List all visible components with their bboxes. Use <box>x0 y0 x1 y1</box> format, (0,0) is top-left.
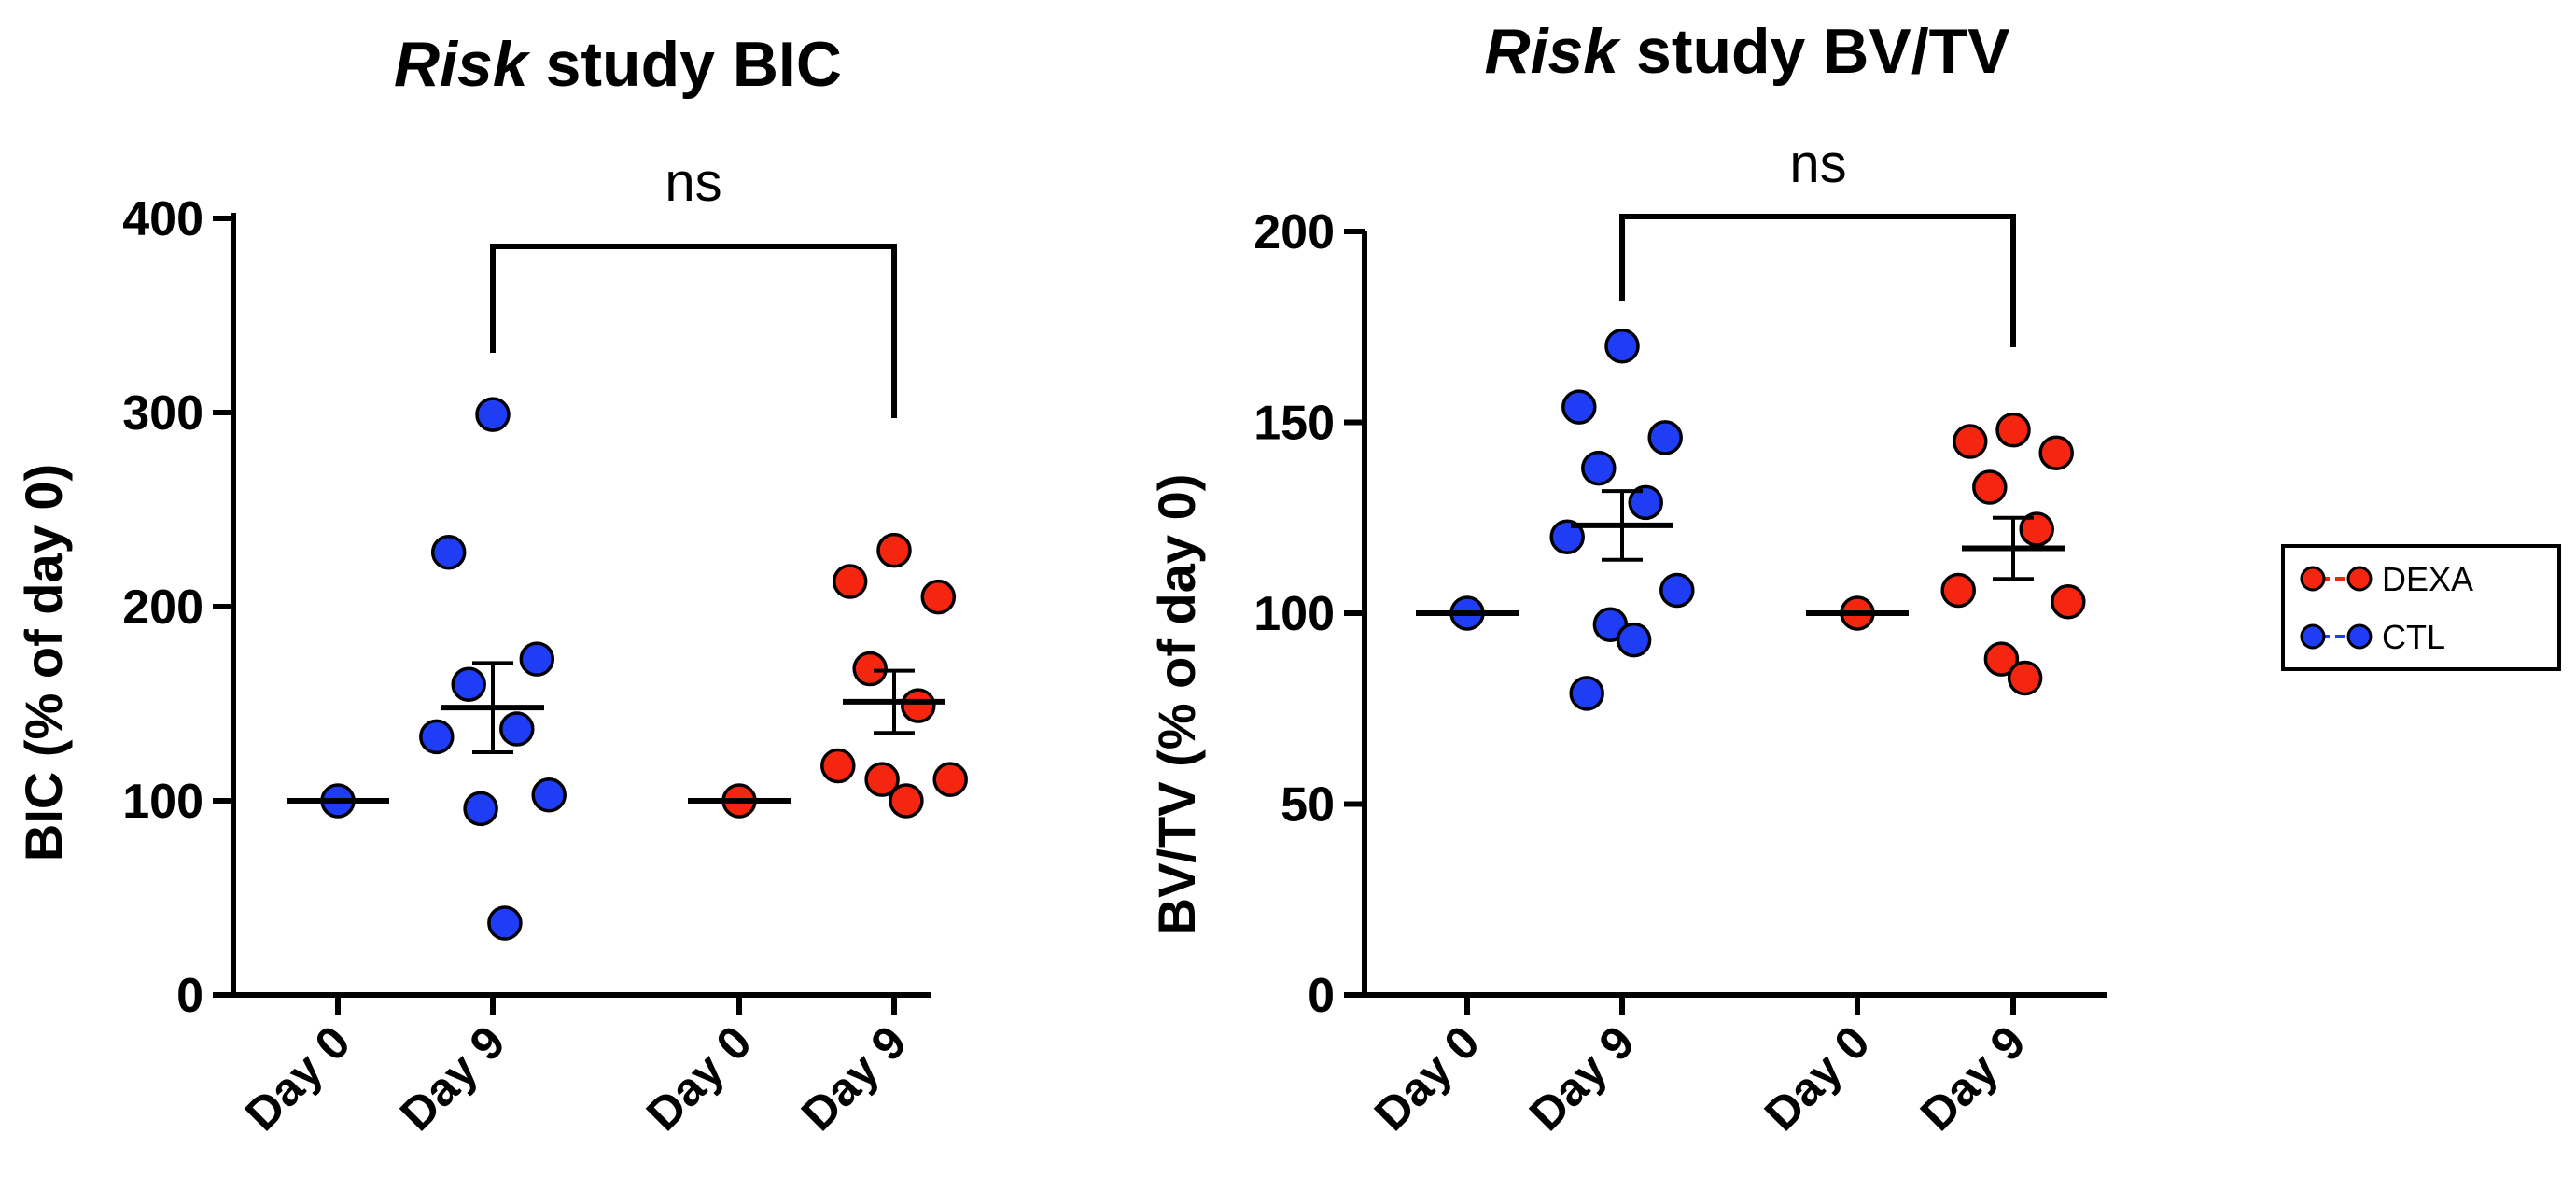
legend-dexa-marker <box>2346 566 2373 592</box>
bvtv-y-tick-label: 0 <box>1308 969 1335 1023</box>
panel-bic: Risk study BIC BIC (% of day 0) 0 100 200 3… <box>14 29 968 1141</box>
panel-bvtv: Risk study BV/TV BV/TV (% of day 0) 0 50 1… <box>1147 16 2107 1141</box>
bvtv-data-point-ctl <box>1569 676 1604 711</box>
bvtv-data-point-dexa <box>1940 572 1976 609</box>
bvtv-data-point-dexa <box>2051 583 2086 620</box>
legend-item-dexa: DEXA <box>2300 560 2473 598</box>
bvtv-data-point-dexa <box>1953 424 1988 459</box>
legend-box <box>2281 544 2561 671</box>
bvtv-data-point-dexa <box>1972 469 2008 505</box>
bvtv-y-tick-label: 100 <box>1253 587 1335 641</box>
legend-dexa-marker <box>2300 566 2326 592</box>
bvtv-data-point-dexa <box>2038 435 2074 470</box>
bic-data-point-dexa <box>832 564 868 599</box>
bic-data-point-dexa <box>876 532 912 568</box>
bic-x-tick-label: Day 0 <box>235 1015 360 1141</box>
bvtv-y-ticks: 0 50 100 150 200 <box>1253 205 1365 1023</box>
legend-ctl-marker <box>2300 623 2326 650</box>
bic-data-point-dexa <box>901 688 936 723</box>
bic-x-tick-label: Day 0 <box>637 1015 762 1141</box>
bvtv-y-tick-label: 200 <box>1253 205 1335 259</box>
bvtv-data-point-ctl <box>1581 450 1617 486</box>
bic-data-point-ctl <box>487 905 523 941</box>
bvtv-data-point-ctl <box>1616 622 1652 658</box>
bvtv-x-tick-label: Day 9 <box>1519 1015 1645 1141</box>
bic-data-point-ctl <box>519 641 555 677</box>
bvtv-data-point-ctl <box>1659 572 1695 609</box>
bvtv-title: Risk study BV/TV <box>1484 16 2009 87</box>
bic-y-ticks: 0 100 200 300 400 <box>122 192 233 1023</box>
bvtv-significance-bracket <box>1619 214 2016 347</box>
bic-data-point-ctl <box>499 711 535 747</box>
bvtv-data-point-ctl <box>1549 519 1585 554</box>
bvtv-data-point-ctl <box>1604 328 1640 364</box>
bic-data-point-dexa <box>889 783 924 819</box>
bvtv-x-ticks: Day 0 Day 9 Day 0 Day 9 <box>1365 995 2036 1141</box>
bic-data-point-ctl <box>463 791 498 827</box>
bic-y-tick-label: 0 <box>176 969 203 1023</box>
bic-points <box>320 397 968 941</box>
bic-y-axis-label: BIC (% of day 0) <box>14 464 73 861</box>
bic-x-tick-label: Day 9 <box>390 1015 515 1141</box>
bvtv-data-point-dexa <box>2019 511 2054 547</box>
bic-data-point-dexa <box>920 579 957 615</box>
bvtv-y-axis-label: BV/TV (% of day 0) <box>1147 474 1206 936</box>
bvtv-mean-bars <box>1416 489 2065 616</box>
bic-y-tick-label: 100 <box>122 775 203 829</box>
bic-y-tick-label: 300 <box>122 386 203 441</box>
bic-y-tick-label: 200 <box>122 581 203 635</box>
bic-mean-bars <box>287 661 945 804</box>
legend: DEXA CTL <box>2281 544 2561 671</box>
bvtv-x-tick-label: Day 0 <box>1755 1015 1880 1141</box>
bic-significance-bracket <box>490 244 897 418</box>
bvtv-data-point-dexa <box>2007 660 2043 696</box>
bic-data-point-ctl <box>531 777 567 813</box>
bvtv-data-point-ctl <box>1628 484 1663 521</box>
bvtv-x-tick-label: Day 9 <box>1911 1015 2036 1141</box>
bic-y-tick-label: 400 <box>122 192 203 246</box>
bvtv-y-tick-label: 150 <box>1253 397 1335 451</box>
bic-data-point-dexa <box>820 748 856 784</box>
bvtv-data-point-ctl <box>1561 389 1597 425</box>
bvtv-x-tick-label: Day 0 <box>1365 1015 1490 1141</box>
bic-title: Risk study BIC <box>394 29 842 100</box>
bic-data-point-dexa <box>852 651 888 687</box>
bvtv-data-point-ctl <box>1647 420 1683 455</box>
bvtv-title-rest: study BV/TV <box>1618 16 2009 87</box>
bic-data-point-dexa <box>864 762 900 797</box>
bvtv-y-tick-label: 50 <box>1281 778 1335 833</box>
bic-data-point-ctl <box>430 535 467 570</box>
bvtv-data-point-dexa <box>1995 412 2031 448</box>
legend-ctl-marker <box>2346 623 2373 650</box>
bic-title-rest: study BIC <box>528 29 842 100</box>
bic-data-point-ctl <box>419 719 455 755</box>
bic-x-ticks: Day 0 Day 9 Day 0 Day 9 <box>235 995 917 1141</box>
bic-data-point-dexa <box>932 762 968 797</box>
bic-title-italic: Risk <box>394 29 531 100</box>
bic-significance-label: ns <box>665 152 721 213</box>
bic-data-point-ctl <box>475 397 511 432</box>
legend-item-ctl: CTL <box>2300 618 2445 656</box>
legend-ctl-label: CTL <box>2382 618 2445 656</box>
bvtv-data-point-dexa <box>1983 641 2020 677</box>
bic-x-tick-label: Day 9 <box>791 1015 917 1141</box>
legend-dexa-label: DEXA <box>2382 560 2473 598</box>
bic-data-point-ctl <box>451 666 486 702</box>
bvtv-points <box>1449 328 2086 711</box>
bvtv-significance-label: ns <box>1789 133 1846 194</box>
bvtv-title-italic: Risk <box>1484 16 1621 87</box>
